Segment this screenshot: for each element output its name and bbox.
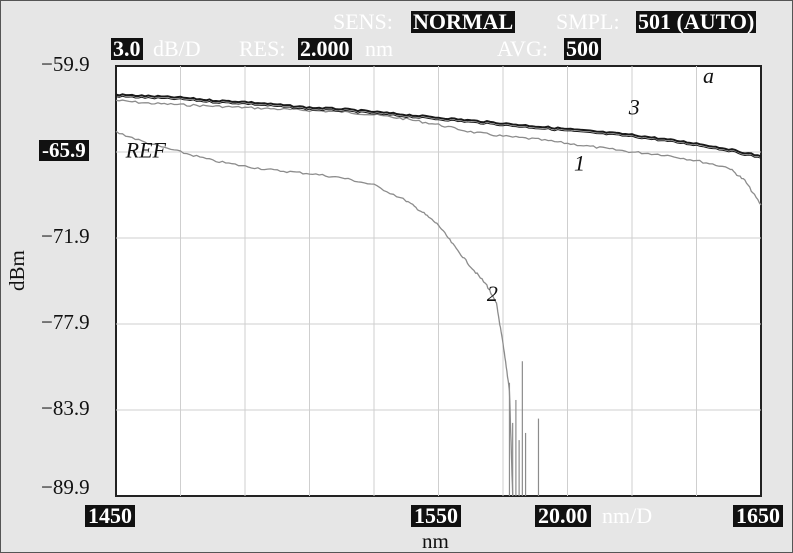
y-tick-label: −89.9 — [41, 475, 90, 499]
series-layer — [115, 93, 762, 497]
smpl-value: 501 (AUTO) — [636, 9, 757, 34]
avg-label: AVG: — [497, 36, 548, 61]
sens-value: NORMAL — [411, 9, 516, 34]
x-span-unit: nm/D — [602, 503, 653, 528]
grid — [116, 66, 761, 496]
y-tick-ref-label: -65.9 — [39, 140, 89, 161]
x-tick-label: 1450 — [85, 505, 135, 527]
y-tick-label: −83.9 — [41, 396, 90, 420]
res-value: 2.000 — [298, 36, 352, 61]
series-line-3-overlay — [115, 95, 762, 159]
series-line-2 — [115, 130, 514, 497]
res-unit: nm — [365, 36, 394, 61]
sens-label: SENS: — [333, 9, 393, 34]
res-label: RES: — [239, 36, 286, 61]
y-tick-label: −59.9 — [41, 52, 90, 76]
annotation-label: 3 — [628, 95, 640, 120]
x-axis-label: nm — [422, 529, 449, 553]
x-span-value: 20.00 — [535, 505, 591, 527]
smpl-label: SMPL: — [556, 9, 620, 34]
series-line-3 — [115, 93, 762, 158]
y-tick-label: −77.9 — [41, 310, 90, 334]
x-tick-label: 1550 — [411, 505, 461, 527]
y-tick-label: −71.9 — [41, 224, 90, 248]
avg-value: 500 — [564, 36, 601, 61]
scale-unit: dB/D — [153, 36, 201, 61]
annotations: a REF 1 2 3 — [125, 63, 714, 306]
series-line-1 — [115, 99, 762, 206]
x-tick-label: 1650 — [733, 505, 783, 527]
annotation-label: 2 — [487, 281, 498, 306]
annotation-label: 1 — [574, 151, 585, 176]
annotation-label: a — [703, 63, 714, 88]
scale-value: 3.0 — [111, 36, 143, 61]
annotation-label: REF — [125, 138, 167, 163]
